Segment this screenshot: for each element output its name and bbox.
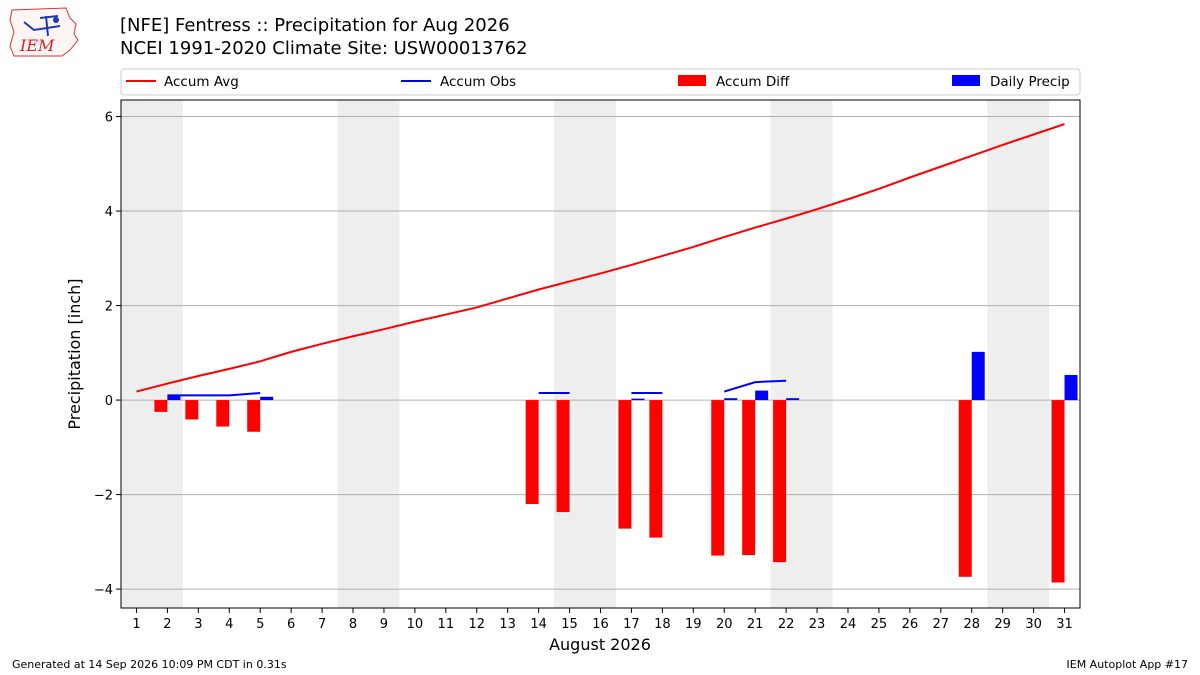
y-tick-label: −2	[94, 489, 113, 504]
gridlines	[121, 116, 1080, 590]
x-tick-label: 5	[256, 617, 264, 632]
x-tick-label: 23	[809, 617, 826, 632]
y-tick-label: −4	[94, 583, 113, 598]
footer-generated: Generated at 14 Sep 2026 10:09 PM CDT in…	[12, 658, 287, 671]
iem-logo-text: IEM	[19, 36, 55, 55]
legend-swatch-daily-precip	[952, 75, 980, 86]
daily-precip-bars	[167, 351, 1078, 401]
y-tick-label: 0	[105, 394, 113, 409]
footer-app-id: IEM Autoplot App #17	[1067, 658, 1189, 671]
x-tick-label: 30	[1025, 617, 1042, 632]
x-tick-label: 15	[561, 617, 578, 632]
daily-precip-bar-day-21	[755, 390, 769, 401]
accum-diff-bar-day-3	[185, 400, 199, 420]
x-tick-label: 27	[933, 617, 950, 632]
x-axis-label: August 2026	[549, 635, 651, 654]
accum-avg-line	[136, 123, 1065, 393]
chart-title: [NFE] Fentress :: Precipitation for Aug …	[120, 15, 510, 36]
x-axis-ticks: 1 2 3 4 5 6 7 8 9 10 11 12 13 14 15 16 17 18 19 20 21 22 23 24 2…	[132, 608, 1073, 632]
y-tick-label: 6	[105, 111, 113, 126]
legend: Accum Avg Accum Obs Accum Diff Daily Pre…	[120, 68, 1081, 96]
station-dot-icon	[53, 17, 59, 23]
x-tick-label: 22	[778, 617, 795, 632]
accum-obs-line-segment-4	[723, 379, 787, 393]
x-tick-label: 12	[468, 617, 485, 632]
y-axis-label: Precipitation [inch]	[65, 278, 84, 429]
x-tick-label: 7	[318, 617, 326, 632]
x-tick-label: 19	[685, 617, 702, 632]
daily-precip-bar-day-31	[1064, 375, 1078, 401]
legend-frame	[120, 68, 1081, 96]
accum-diff-bar-day-14	[525, 400, 539, 505]
daily-precip-bar-day-2	[167, 395, 181, 401]
accum-diff-bar-day-17	[618, 400, 632, 529]
accum-diff-bar-day-2	[154, 400, 168, 412]
weekend-span-2	[337, 100, 400, 608]
chart-subtitle: NCEI 1991-2020 Climate Site: USW00013762	[120, 38, 528, 59]
x-tick-label: 8	[349, 617, 357, 632]
x-tick-label: 2	[163, 617, 171, 632]
x-tick-label: 28	[963, 617, 980, 632]
accum-diff-bar-day-4	[216, 400, 230, 427]
weekend-span-1	[121, 100, 183, 608]
x-tick-label: 16	[592, 617, 609, 632]
weekend-span-3	[554, 100, 616, 608]
accum-diff-bar-day-18	[649, 400, 663, 538]
accum-obs-line-segment-1	[167, 391, 261, 397]
x-tick-label: 20	[716, 617, 733, 632]
accum-diff-bar-day-20	[711, 400, 725, 556]
accum-diff-bar-day-28	[958, 400, 972, 577]
x-tick-label: 31	[1056, 617, 1073, 632]
legend-swatch-accum-diff	[678, 75, 706, 86]
daily-precip-bar-day-5	[260, 396, 274, 401]
weekend-shading	[121, 100, 1050, 608]
accum-diff-bar-day-22	[773, 400, 787, 563]
daily-precip-bar-day-20	[724, 398, 738, 401]
legend-label-daily-precip: Daily Precip	[990, 74, 1070, 90]
x-tick-label: 13	[499, 617, 516, 632]
y-axis-ticks: −4 −2 0 2 4 6	[94, 111, 121, 598]
x-tick-label: 17	[623, 617, 640, 632]
accum-diff-bar-day-31	[1051, 400, 1065, 583]
x-tick-label: 3	[194, 617, 202, 632]
weather-station-icon	[23, 15, 61, 37]
x-tick-label: 4	[225, 617, 233, 632]
x-tick-label: 26	[902, 617, 919, 632]
iowa-outline-icon	[9, 7, 79, 57]
weekend-span-5	[987, 100, 1050, 608]
x-tick-label: 25	[871, 617, 888, 632]
x-tick-label: 18	[654, 617, 671, 632]
daily-precip-bar-day-17	[631, 398, 645, 401]
x-tick-label: 11	[438, 617, 455, 632]
x-tick-label: 6	[287, 617, 295, 632]
iem-logo: IEM	[9, 7, 79, 57]
y-tick-label: 2	[105, 300, 113, 315]
x-tick-label: 1	[132, 617, 140, 632]
accum-diff-bar-day-21	[742, 400, 756, 556]
x-tick-label: 29	[994, 617, 1011, 632]
legend-label-accum-diff: Accum Diff	[716, 74, 790, 90]
legend-label-accum-avg: Accum Avg	[164, 74, 239, 90]
accum-lines	[136, 123, 1065, 397]
y-tick-label: 4	[105, 205, 113, 220]
x-tick-label: 21	[747, 617, 764, 632]
daily-precip-bar-day-22	[786, 398, 800, 401]
accum-diff-bars	[154, 400, 1065, 583]
x-tick-label: 24	[840, 617, 857, 632]
x-tick-label: 9	[380, 617, 388, 632]
legend-label-accum-obs: Accum Obs	[440, 74, 516, 90]
daily-precip-bar-day-28	[971, 351, 985, 401]
accum-diff-bar-day-15	[556, 400, 570, 513]
accum-diff-bar-day-5	[247, 400, 261, 432]
x-tick-label: 10	[407, 617, 424, 632]
x-tick-label: 14	[530, 617, 547, 632]
